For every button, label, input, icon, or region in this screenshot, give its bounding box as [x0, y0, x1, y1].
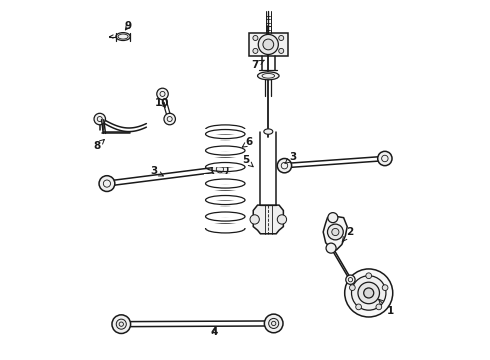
Circle shape — [356, 304, 362, 310]
Text: 7: 7 — [251, 60, 264, 70]
Circle shape — [250, 215, 259, 224]
Bar — [204, 195, 247, 200]
Circle shape — [112, 315, 131, 333]
Polygon shape — [248, 33, 288, 56]
Circle shape — [212, 161, 228, 177]
Circle shape — [99, 176, 115, 192]
Text: 9: 9 — [125, 21, 132, 31]
Text: 5: 5 — [242, 155, 253, 167]
Bar — [204, 174, 247, 179]
Circle shape — [332, 228, 339, 235]
Circle shape — [253, 36, 258, 41]
Circle shape — [351, 276, 386, 310]
Bar — [204, 130, 247, 134]
Circle shape — [253, 48, 258, 53]
Circle shape — [346, 275, 355, 284]
Text: 4: 4 — [211, 327, 218, 337]
Bar — [204, 212, 247, 216]
Circle shape — [279, 36, 284, 41]
Circle shape — [349, 285, 355, 291]
Circle shape — [327, 224, 343, 240]
Bar — [204, 162, 247, 167]
Circle shape — [269, 319, 279, 328]
Circle shape — [358, 282, 379, 304]
Ellipse shape — [116, 33, 130, 41]
Circle shape — [277, 158, 292, 173]
Bar — [204, 141, 247, 146]
Circle shape — [382, 285, 388, 291]
Bar — [204, 191, 247, 195]
Circle shape — [378, 151, 392, 166]
Text: 2: 2 — [342, 227, 353, 242]
Circle shape — [279, 48, 284, 53]
Bar — [204, 146, 247, 150]
Polygon shape — [253, 205, 283, 234]
Text: 1: 1 — [379, 299, 394, 316]
Text: 10: 10 — [154, 98, 169, 108]
Text: 3: 3 — [150, 166, 163, 176]
Polygon shape — [323, 216, 347, 250]
Text: 3: 3 — [285, 152, 297, 163]
Bar — [204, 224, 247, 228]
Circle shape — [258, 35, 278, 54]
Circle shape — [164, 113, 175, 125]
Circle shape — [277, 215, 287, 224]
Circle shape — [265, 314, 283, 333]
Bar — [204, 158, 247, 162]
Circle shape — [116, 319, 126, 329]
Circle shape — [263, 39, 274, 50]
Circle shape — [328, 213, 338, 223]
Circle shape — [94, 113, 105, 125]
Text: 6: 6 — [242, 138, 253, 147]
Circle shape — [326, 243, 336, 253]
Circle shape — [376, 304, 382, 310]
Circle shape — [344, 269, 393, 317]
Bar — [204, 179, 247, 184]
Circle shape — [366, 273, 371, 279]
Text: 8: 8 — [94, 139, 104, 151]
Bar — [204, 207, 247, 212]
Ellipse shape — [258, 72, 279, 80]
Ellipse shape — [264, 129, 273, 134]
Circle shape — [364, 288, 374, 298]
Circle shape — [157, 88, 168, 100]
